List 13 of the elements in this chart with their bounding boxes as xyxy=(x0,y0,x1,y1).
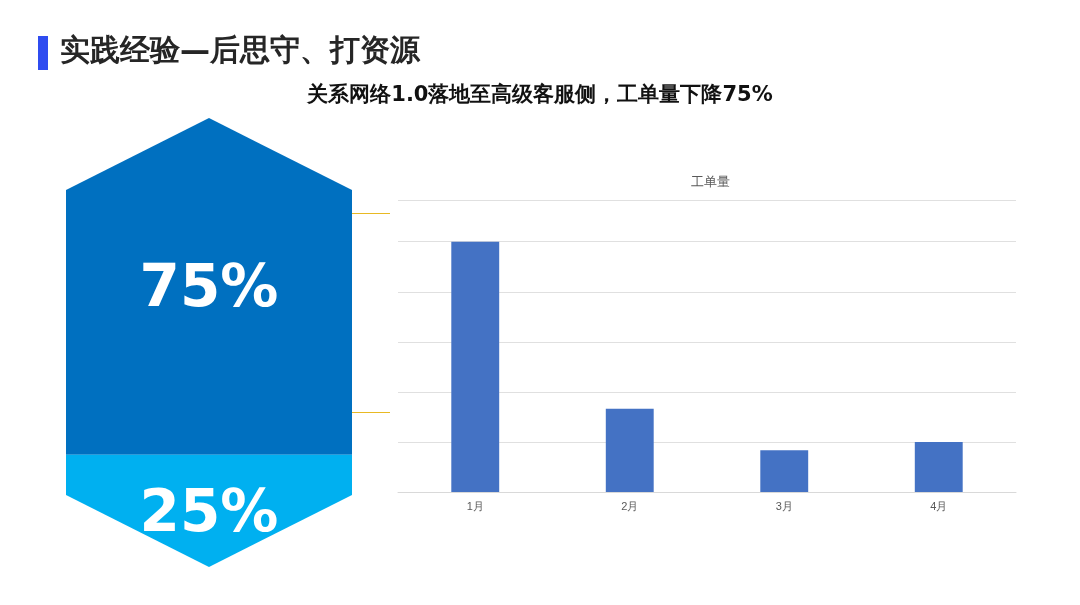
bar xyxy=(605,408,654,492)
x-tick-label: 1月 xyxy=(466,499,484,512)
bar xyxy=(451,241,500,492)
bar xyxy=(760,450,809,492)
chart-title: 工单量 xyxy=(690,174,730,189)
x-tick-label: 2月 xyxy=(621,499,639,512)
data-label: 75% xyxy=(139,252,279,321)
x-tick-label: 4月 xyxy=(930,499,948,512)
bar xyxy=(914,441,963,492)
x-tick-label: 3月 xyxy=(775,499,793,512)
text: 实践经验—后思守、打资源 xyxy=(60,31,420,69)
text: 关系网络1.0落地至高级客服侧，工单量下降75% xyxy=(306,81,774,108)
data-label: 25% xyxy=(139,476,279,545)
